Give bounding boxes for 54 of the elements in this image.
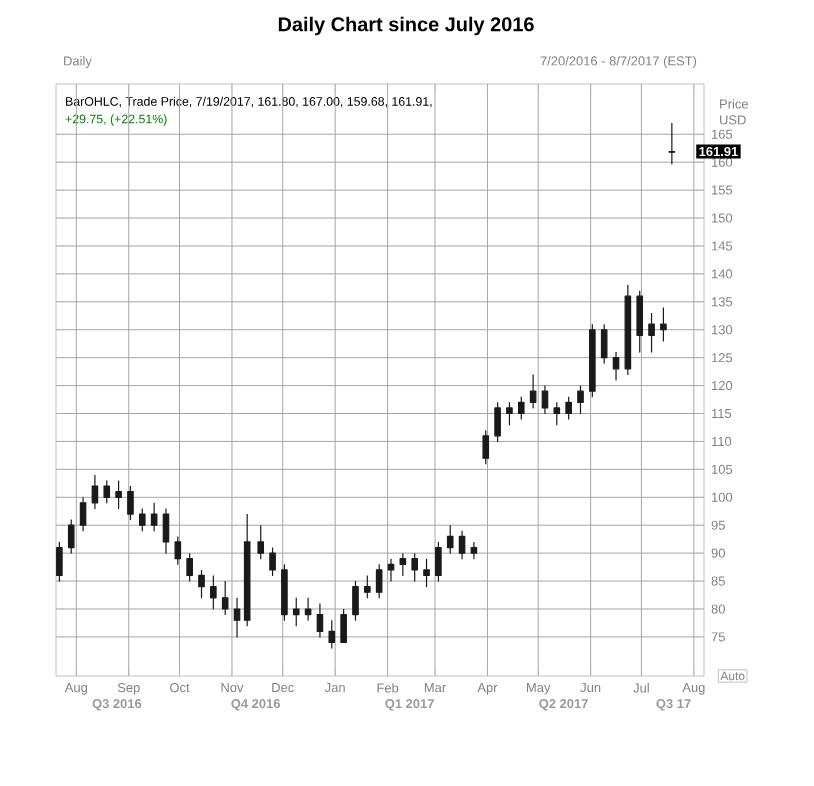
- candlestick: [233, 597, 241, 638]
- candlestick: [600, 323, 608, 364]
- candlestick: [482, 429, 490, 465]
- candlestick: [127, 485, 134, 521]
- candlestick: [411, 552, 418, 582]
- candlestick: [624, 284, 632, 376]
- candlestick: [399, 552, 407, 577]
- candlestick: [103, 479, 111, 504]
- candlestick: [91, 474, 99, 510]
- candlestick: [198, 569, 205, 599]
- candlestick: [257, 524, 265, 560]
- candlestick: [529, 373, 537, 409]
- candlestick: [423, 558, 430, 588]
- candlestick: [565, 396, 572, 420]
- candlestick: [138, 507, 146, 532]
- candlestick: [494, 401, 501, 443]
- candlestick: [435, 541, 442, 582]
- candlestick: [387, 558, 395, 582]
- candlestick: [162, 507, 170, 554]
- candlestick: [186, 552, 193, 582]
- candlestick: [269, 546, 276, 577]
- candlestick: [660, 306, 667, 342]
- candlestick: [506, 401, 513, 426]
- candlestick: [517, 396, 525, 420]
- candlestick: [316, 602, 324, 638]
- candlestick: [243, 513, 251, 627]
- candlestick: [668, 122, 676, 165]
- candlestick: [115, 479, 122, 510]
- candlestick: [352, 580, 359, 621]
- candlestick: [281, 563, 288, 621]
- candlestick: [612, 351, 620, 381]
- candlestick: [446, 524, 454, 554]
- chart-title: Daily Chart since July 2016: [278, 16, 534, 36]
- candlestick: [174, 535, 182, 565]
- candlestick: [589, 323, 596, 398]
- candlestick: [458, 530, 466, 560]
- candlestick: [328, 619, 336, 649]
- candlestick: [375, 563, 383, 599]
- candlestick: [292, 597, 300, 627]
- candlestick: [150, 502, 158, 532]
- candlestick: [210, 574, 217, 610]
- candlestick: [541, 384, 549, 415]
- candlestick: [304, 597, 312, 621]
- candlestick: [648, 312, 655, 353]
- candlestick: [67, 519, 75, 554]
- candlestick: [577, 384, 584, 415]
- candlestick: [636, 290, 644, 353]
- candlestick: [221, 580, 229, 616]
- candlestick: [79, 496, 87, 532]
- candlestick: [364, 574, 371, 599]
- candlestick: [470, 541, 478, 560]
- candlestick: [340, 608, 347, 644]
- candlestick: [56, 541, 63, 582]
- candlestick: [553, 401, 561, 426]
